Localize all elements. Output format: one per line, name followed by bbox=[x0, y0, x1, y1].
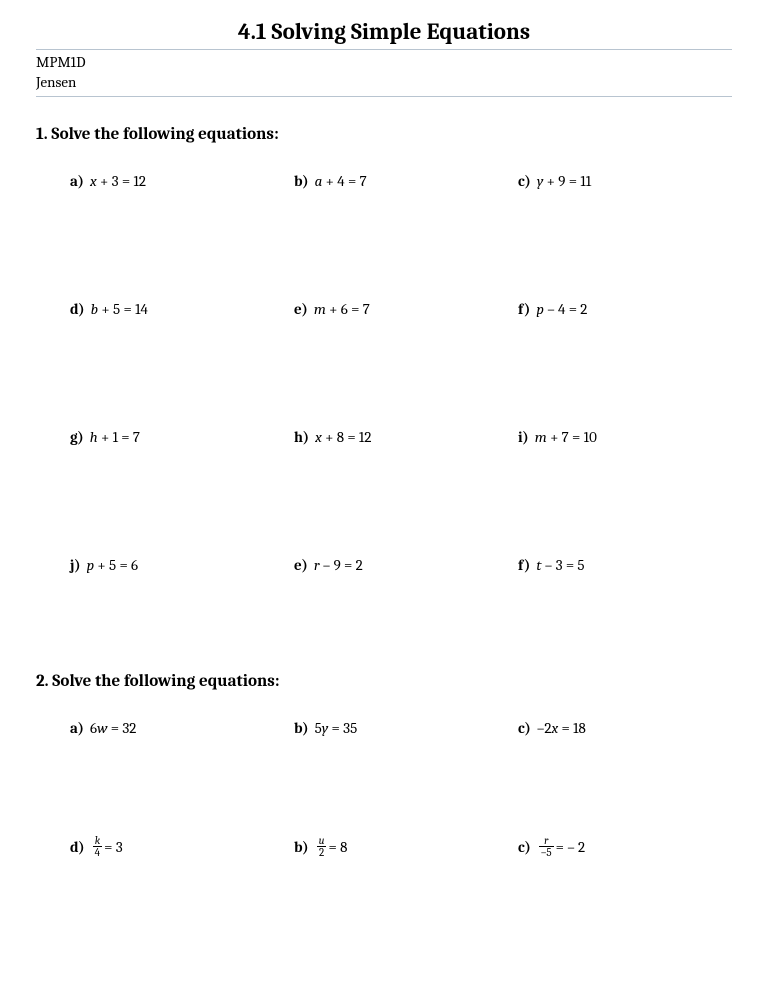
problem-expr: – 9 = 2 bbox=[319, 556, 362, 574]
problem-var: h bbox=[90, 428, 98, 446]
problem-label: c) bbox=[518, 838, 531, 856]
problem-expr: + 5 = 14 bbox=[98, 300, 148, 318]
problem-var: m bbox=[535, 428, 547, 446]
problem: b) u 2 = 8 bbox=[294, 835, 508, 859]
section-1-heading: 1. Solve the following equations: bbox=[36, 125, 732, 144]
problem: e) m + 6 = 7 bbox=[294, 300, 508, 318]
problem-label: d) bbox=[70, 838, 85, 856]
problem-expr: + 9 = 11 bbox=[543, 172, 591, 190]
problem-label: c) bbox=[518, 172, 531, 190]
problem-label: b) bbox=[294, 719, 309, 737]
problem: e) r – 9 = 2 bbox=[294, 556, 508, 574]
problem-var: b bbox=[91, 300, 98, 318]
problem-var: x bbox=[90, 172, 97, 190]
problem-label: a) bbox=[70, 719, 84, 737]
teacher-name: Jensen bbox=[36, 72, 732, 92]
course-code: MPM1D bbox=[36, 52, 732, 72]
problem-var: p bbox=[536, 300, 544, 318]
problem-label: f) bbox=[518, 556, 530, 574]
problem: i) m + 7 = 10 bbox=[518, 428, 732, 446]
fraction-numerator: u bbox=[317, 835, 327, 847]
problem-expr: = 3 bbox=[104, 838, 123, 856]
fraction-denominator: 2 bbox=[317, 846, 326, 859]
fraction: r –5 bbox=[539, 835, 554, 859]
problem: f) p – 4 = 2 bbox=[518, 300, 732, 318]
problem-label: d) bbox=[70, 300, 85, 318]
section-2-row-2: d) k 4 = 3 b) u 2 = 8 c) r –5 = – 2 bbox=[36, 835, 732, 859]
problem-expr: + 5 = 6 bbox=[94, 556, 138, 574]
problem: g) h + 1 = 7 bbox=[70, 428, 284, 446]
problem-expr: – 3 = 5 bbox=[542, 556, 585, 574]
problem-label: b) bbox=[294, 172, 309, 190]
problem-expr: = 18 bbox=[558, 719, 586, 737]
problem-var: m bbox=[314, 300, 326, 318]
section-1-row-2: d) b + 5 = 14 e) m + 6 = 7 f) p – 4 = 2 bbox=[36, 300, 732, 318]
problem-label: h) bbox=[294, 428, 309, 446]
problem: j) p + 5 = 6 bbox=[70, 556, 284, 574]
problem-coef: –2 bbox=[537, 719, 552, 737]
problem: d) b + 5 = 14 bbox=[70, 300, 284, 318]
fraction-denominator: 4 bbox=[93, 846, 102, 859]
fraction-numerator: k bbox=[93, 835, 102, 847]
problem-var: x bbox=[315, 428, 322, 446]
fraction: k 4 bbox=[93, 835, 102, 859]
problem: b) a + 4 = 7 bbox=[294, 172, 508, 190]
section-1-row-4: j) p + 5 = 6 e) r – 9 = 2 f) t – 3 = 5 bbox=[36, 556, 732, 574]
problem-coef: 5 bbox=[315, 719, 322, 737]
problem-expr: + 4 = 7 bbox=[322, 172, 366, 190]
problem-expr: + 1 = 7 bbox=[98, 428, 140, 446]
problem-label: g) bbox=[70, 428, 84, 446]
problem: a) x + 3 = 12 bbox=[70, 172, 284, 190]
fraction-denominator: –5 bbox=[539, 846, 554, 859]
problem-label: a) bbox=[70, 172, 84, 190]
problem-label: f) bbox=[518, 300, 530, 318]
problem-coef: 6 bbox=[90, 719, 97, 737]
section-2-heading: 2. Solve the following equations: bbox=[36, 672, 732, 691]
problem: a) 6w = 32 bbox=[70, 719, 284, 737]
problem-expr: + 3 = 12 bbox=[97, 172, 146, 190]
problem: d) k 4 = 3 bbox=[70, 835, 284, 859]
problem-label: b) bbox=[294, 838, 309, 856]
problem-label: e) bbox=[294, 300, 308, 318]
section-1-row-3: g) h + 1 = 7 h) x + 8 = 12 i) m + 7 = 10 bbox=[36, 428, 732, 446]
fraction-numerator: r bbox=[542, 835, 550, 847]
problem-expr: = 8 bbox=[328, 838, 347, 856]
problem-expr: = 35 bbox=[328, 719, 357, 737]
problem-label: i) bbox=[518, 428, 529, 446]
problem-expr: + 6 = 7 bbox=[326, 300, 370, 318]
section-2-row-1: a) 6w = 32 b) 5y = 35 c) –2x = 18 bbox=[36, 719, 732, 737]
problem-expr: = 32 bbox=[107, 719, 136, 737]
problem-label: c) bbox=[518, 719, 531, 737]
problem-expr: = – 2 bbox=[556, 838, 586, 856]
problem-label: j) bbox=[70, 556, 81, 574]
problem-expr: – 4 = 2 bbox=[544, 300, 587, 318]
problem: f) t – 3 = 5 bbox=[518, 556, 732, 574]
problem: h) x + 8 = 12 bbox=[294, 428, 508, 446]
problem: c) r –5 = – 2 bbox=[518, 835, 732, 859]
page-meta: MPM1D Jensen bbox=[36, 52, 732, 97]
problem-var: w bbox=[97, 719, 107, 737]
problem: c) y + 9 = 11 bbox=[518, 172, 732, 190]
problem: b) 5y = 35 bbox=[294, 719, 508, 737]
problem-var: p bbox=[87, 556, 95, 574]
problem-label: e) bbox=[294, 556, 308, 574]
fraction: u 2 bbox=[317, 835, 327, 859]
page-title: 4.1 Solving Simple Equations bbox=[36, 18, 732, 50]
problem-expr: + 8 = 12 bbox=[322, 428, 372, 446]
problem: c) –2x = 18 bbox=[518, 719, 732, 737]
section-1-row-1: a) x + 3 = 12 b) a + 4 = 7 c) y + 9 = 11 bbox=[36, 172, 732, 190]
problem-expr: + 7 = 10 bbox=[547, 428, 597, 446]
